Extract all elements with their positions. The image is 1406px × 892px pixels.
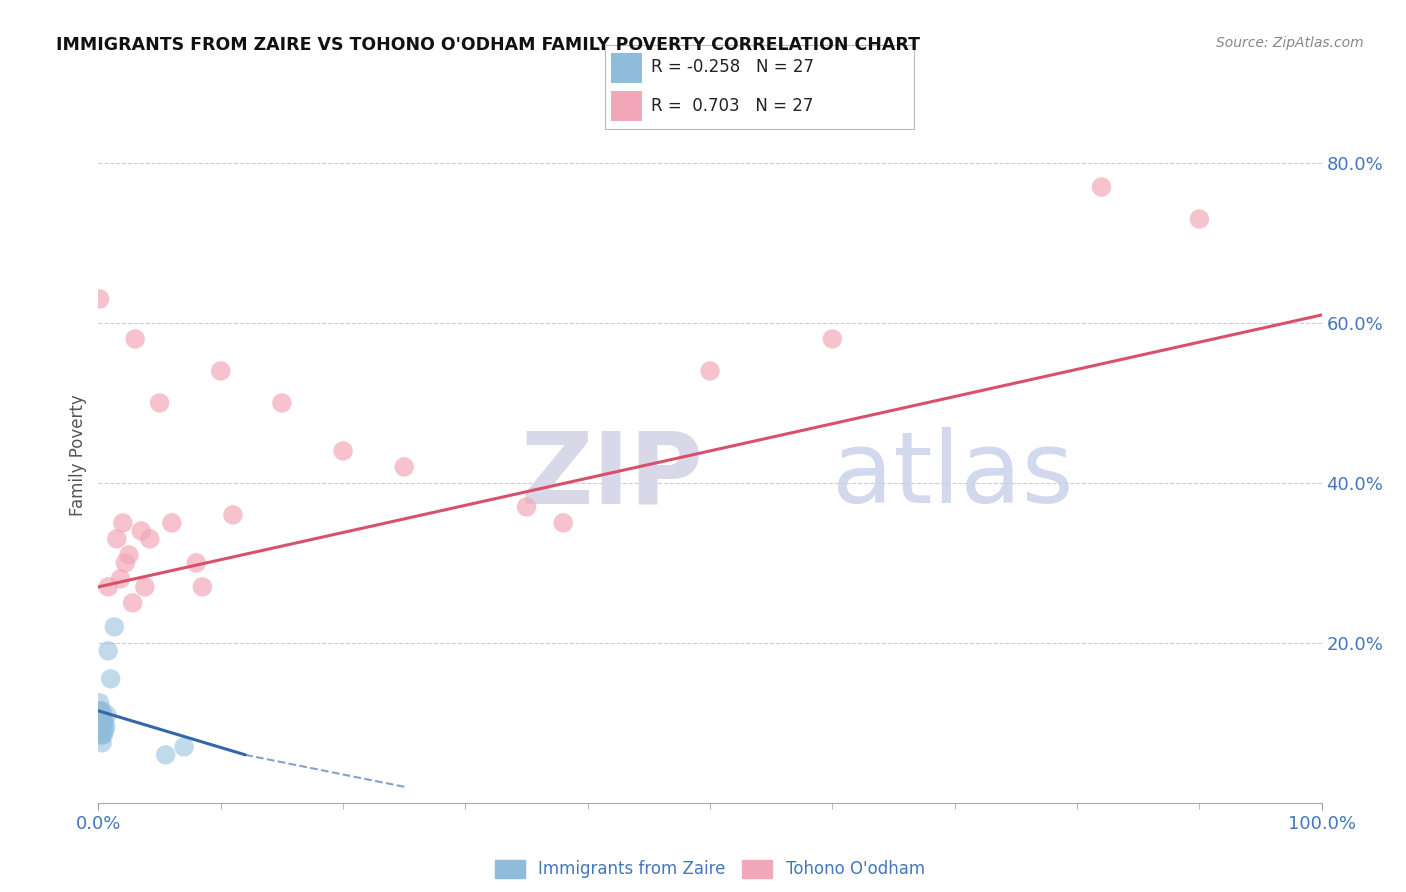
Text: IMMIGRANTS FROM ZAIRE VS TOHONO O'ODHAM FAMILY POVERTY CORRELATION CHART: IMMIGRANTS FROM ZAIRE VS TOHONO O'ODHAM … bbox=[56, 36, 921, 54]
Point bbox=[89, 292, 111, 306]
Point bbox=[110, 572, 132, 586]
Text: atlas: atlas bbox=[832, 427, 1074, 524]
Point bbox=[111, 516, 134, 530]
Y-axis label: Family Poverty: Family Poverty bbox=[69, 394, 87, 516]
Point bbox=[149, 396, 172, 410]
Point bbox=[222, 508, 245, 522]
Point bbox=[96, 707, 118, 722]
Point bbox=[173, 739, 195, 754]
Point bbox=[91, 715, 114, 730]
Point bbox=[91, 736, 114, 750]
Point bbox=[91, 712, 114, 726]
Point bbox=[392, 459, 416, 474]
Point bbox=[332, 444, 354, 458]
Point bbox=[105, 532, 128, 546]
Point bbox=[134, 580, 156, 594]
Point bbox=[91, 728, 114, 742]
Text: R = -0.258   N = 27: R = -0.258 N = 27 bbox=[651, 59, 814, 77]
Point bbox=[209, 364, 232, 378]
Point bbox=[1188, 212, 1211, 227]
Point bbox=[93, 715, 115, 730]
Point bbox=[699, 364, 721, 378]
Point bbox=[1090, 180, 1112, 194]
Point bbox=[121, 596, 143, 610]
Text: ZIP: ZIP bbox=[520, 427, 703, 524]
Point bbox=[91, 728, 114, 742]
Point bbox=[91, 712, 114, 726]
Point bbox=[129, 524, 152, 538]
Point bbox=[91, 720, 114, 734]
Text: Source: ZipAtlas.com: Source: ZipAtlas.com bbox=[1216, 36, 1364, 50]
Point bbox=[89, 712, 111, 726]
Point bbox=[89, 720, 111, 734]
Point bbox=[90, 712, 112, 726]
Point bbox=[160, 516, 183, 530]
Point bbox=[515, 500, 537, 514]
Point bbox=[94, 720, 117, 734]
Point bbox=[191, 580, 214, 594]
Point bbox=[103, 620, 125, 634]
Point bbox=[118, 548, 141, 562]
Point bbox=[124, 332, 146, 346]
Point bbox=[91, 720, 114, 734]
Point bbox=[821, 332, 844, 346]
Point bbox=[90, 715, 112, 730]
Text: R =  0.703   N = 27: R = 0.703 N = 27 bbox=[651, 96, 813, 114]
Point bbox=[91, 704, 114, 718]
Point bbox=[90, 728, 112, 742]
Bar bbox=[610, 54, 641, 83]
Point bbox=[89, 696, 111, 710]
Point bbox=[89, 704, 111, 718]
Point bbox=[270, 396, 294, 410]
Legend: Immigrants from Zaire, Tohono O'odham: Immigrants from Zaire, Tohono O'odham bbox=[488, 853, 932, 885]
Point bbox=[139, 532, 162, 546]
Point bbox=[93, 723, 115, 738]
Point bbox=[90, 704, 112, 718]
Point bbox=[155, 747, 177, 762]
Point bbox=[97, 644, 120, 658]
Point bbox=[114, 556, 136, 570]
Point bbox=[553, 516, 575, 530]
Point bbox=[97, 580, 120, 594]
Point bbox=[90, 720, 112, 734]
Bar bbox=[610, 91, 641, 120]
Point bbox=[100, 672, 122, 686]
Point bbox=[186, 556, 208, 570]
